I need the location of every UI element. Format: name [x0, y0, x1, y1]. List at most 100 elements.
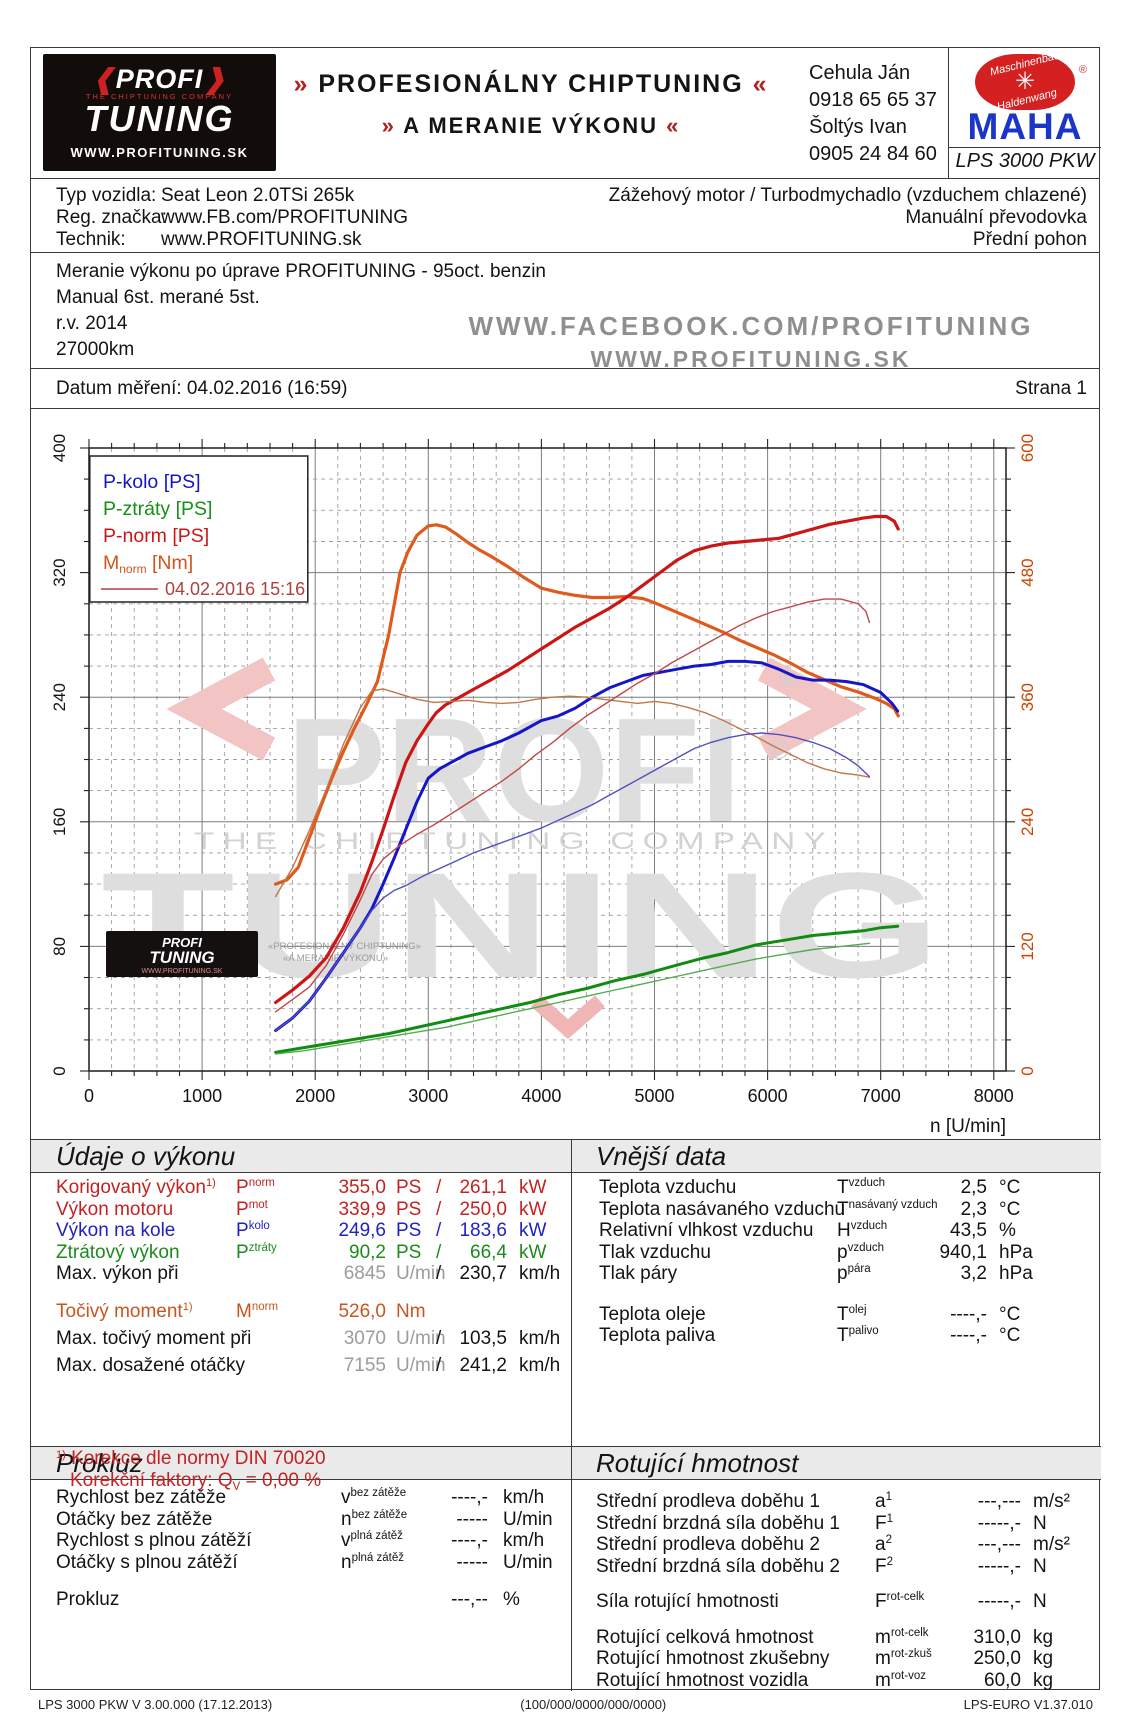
chevron-left-icon: «	[752, 70, 769, 98]
software-version: LPS 3000 PKW V 3.00.000 (17.12.2013)	[38, 1697, 273, 1712]
symbol-subscript: bez zátěže	[350, 1487, 407, 1499]
measure-value: 6845	[343, 1263, 386, 1284]
measure-value: 3,2	[960, 1263, 987, 1284]
measure-unit: °C	[999, 1325, 1021, 1346]
x-axis-title: n [U/min]	[930, 1116, 1006, 1137]
measure-unit: PS	[396, 1198, 422, 1220]
comment-line: Manual 6st. merané 5st.	[56, 287, 260, 308]
symbol-subscript: pára	[847, 1263, 871, 1275]
measure-symbol: m rot-voz	[875, 1669, 926, 1691]
symbol-subscript: vzduch	[848, 1177, 886, 1189]
chevron-right-icon: »	[381, 113, 396, 138]
series-p-ztraty-main	[274, 924, 900, 1054]
measure-unit-2: km/h	[519, 1354, 561, 1376]
series-p-norm-main	[274, 514, 900, 1005]
measure-label: Rotující hmotnost vozidla	[596, 1669, 809, 1691]
section-title-udaje: Údaje o výkonu	[31, 1139, 571, 1173]
measure-unit: Nm	[396, 1300, 426, 1322]
svg-text:0: 0	[1018, 1066, 1037, 1075]
rotating-mass-table: Střední prodleva doběhu 1 a 1 ---,--- m/s² St…	[571, 1491, 1101, 1691]
symbol-subscript: plná zátěž	[351, 1551, 405, 1564]
measure-label: Max. výkon při	[56, 1263, 179, 1284]
measure-unit: U/min	[396, 1354, 446, 1376]
measure-value: ----,-	[451, 1487, 488, 1508]
legend-run-label: 04.02.2016 15:16	[165, 579, 305, 599]
measure-unit: %	[503, 1589, 520, 1610]
contact-name: Cehula Ján	[809, 62, 911, 84]
logo-website: WWW.PROFITUNING.SK	[70, 144, 249, 160]
reg-plate-value: www.FB.com/PROFITUNING	[161, 207, 409, 228]
symbol-subscript: mot	[248, 1198, 268, 1211]
comment-line: Meranie výkonu po úprave PROFITUNING - 9…	[56, 261, 546, 282]
measure-value-2: 241,2	[459, 1354, 507, 1376]
measure-value: ----,-	[950, 1325, 987, 1346]
measure-unit: °C	[999, 1177, 1021, 1198]
svg-text:160: 160	[50, 808, 69, 836]
measure-unit: hPa	[999, 1241, 1033, 1263]
symbol-subscript: bez zátěže	[351, 1508, 408, 1521]
legend-item: P-ztráty [PS]	[103, 498, 212, 520]
symbol-subscript: vzduch	[847, 1241, 885, 1254]
measure-row: Otáčky s plnou zátěží n plná zátěž ----- U/m…	[31, 1552, 571, 1574]
symbol-subscript: kolo	[248, 1220, 270, 1232]
svg-text:WWW.PROFITUNING.SK: WWW.PROFITUNING.SK	[142, 968, 223, 975]
symbol-subscript: nasávaný vzduch	[848, 1198, 938, 1211]
symbol-subscript: palivo	[848, 1325, 879, 1337]
measure-value: 2,5	[960, 1177, 987, 1198]
value-separator: /	[436, 1177, 442, 1198]
value-separator: /	[436, 1198, 442, 1220]
maha-wordmark: MAHA	[967, 106, 1083, 147]
svg-text:600: 600	[1018, 434, 1037, 462]
measure-row: Rychlost bez zátěže v bez zátěže ----,- km/h	[31, 1487, 571, 1509]
measure-label: Otáčky bez zátěže	[56, 1508, 213, 1530]
measure-label: Síla rotující hmotnosti	[596, 1591, 779, 1612]
measure-symbol: v plná zátěž	[341, 1530, 403, 1551]
measure-unit: PS	[396, 1220, 422, 1241]
column-divider	[571, 1139, 572, 1691]
measure-row: Max. točivý moment při 3070 U/min/ 103,5 km/…	[31, 1328, 571, 1350]
measure-row: Rotující hmotnost vozidla m rot-voz 60,0 kg	[571, 1670, 1101, 1692]
measure-value: ---,---	[977, 1534, 1021, 1555]
measure-unit: U/min	[396, 1263, 446, 1284]
logo-tagline: THE CHIPTUNING COMPANY	[85, 91, 234, 101]
measure-symbol: p vzduch	[837, 1241, 885, 1263]
measure-label: Teplota paliva	[599, 1325, 716, 1346]
measure-value-2: 250,0	[459, 1198, 507, 1220]
measure-value: 249,6	[338, 1220, 386, 1241]
contact-phone: 0905 24 84 60	[809, 143, 937, 165]
svg-text:1000: 1000	[182, 1086, 222, 1106]
left-arrow-icon: ❰	[92, 63, 116, 94]
measure-value: 60,0	[984, 1669, 1021, 1691]
din-correction-note: 1) Korekce dle normy DIN 70020 Korekční …	[56, 1448, 326, 1493]
measure-value: 355,0	[338, 1177, 386, 1198]
measure-label: Tlak vzduchu	[599, 1241, 711, 1263]
measure-unit: hPa	[999, 1263, 1033, 1284]
measure-label: Max. dosažené otáčky	[56, 1354, 246, 1376]
legend-item: Mnorm [Nm]	[103, 552, 193, 576]
slip-table: Rychlost bez zátěže v bez zátěže ----,- km/h…	[31, 1487, 571, 1611]
measure-label: Rotující celková hmotnost	[596, 1626, 814, 1648]
maha-cell: Maschinenbau ✳ Haldenwang ® MAHA LPS 300…	[948, 48, 1101, 179]
gear-icon: ✳	[1014, 68, 1036, 95]
value-separator: /	[436, 1328, 442, 1349]
measure-value: 90,2	[349, 1241, 386, 1263]
measure-unit: U/min	[503, 1508, 553, 1530]
svg-text:320: 320	[50, 558, 69, 586]
legend-item: P-kolo [PS]	[103, 471, 201, 493]
comment-line: 27000km	[56, 339, 135, 360]
svg-text:240: 240	[50, 683, 69, 711]
svg-text:5000: 5000	[634, 1086, 674, 1106]
